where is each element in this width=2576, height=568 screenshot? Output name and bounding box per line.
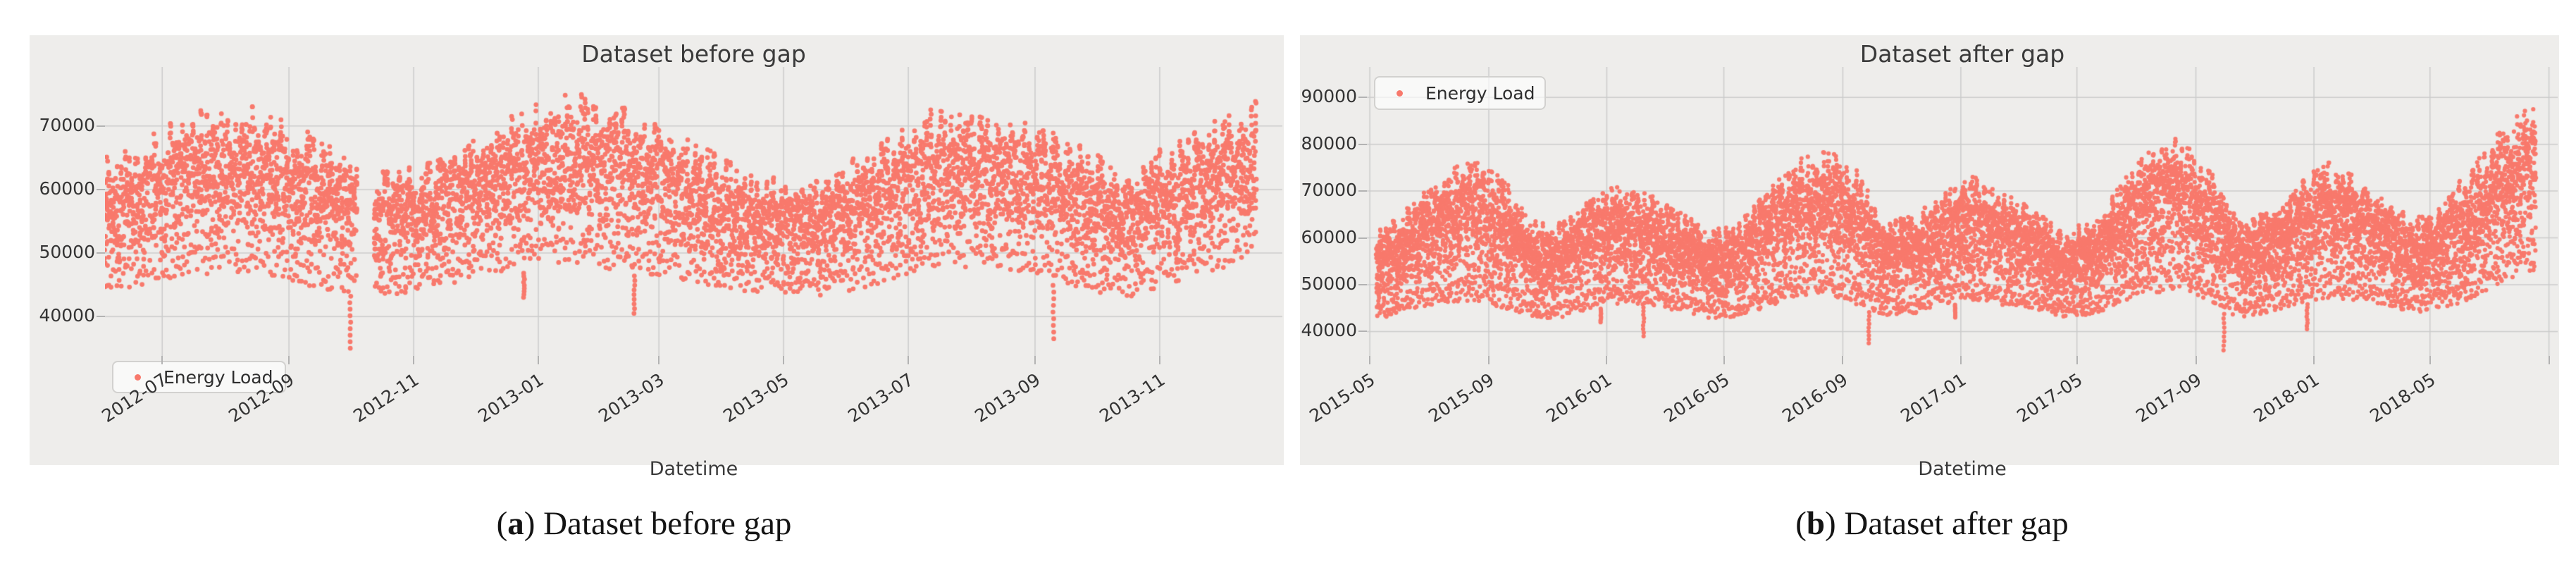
y-tick-mark	[1358, 283, 1367, 285]
x-tick-label: 2013-01	[474, 369, 547, 427]
legend-label: Energy Load	[1425, 82, 1535, 104]
y-tick-label: 80000	[1301, 132, 1357, 154]
legend-before-gap: Energy Load	[112, 361, 286, 393]
x-tick-label: 2018-05	[2366, 369, 2439, 427]
y-tick-mark	[1358, 190, 1367, 192]
y-tick-mark	[97, 316, 105, 318]
caption-b: (b) Dataset after gap	[1288, 505, 2576, 561]
caption-text: ) Dataset after gap	[1825, 505, 2069, 542]
y-tick-mark	[1358, 237, 1367, 239]
x-tick-mark	[908, 356, 910, 364]
chart-title-after-gap: Dataset after gap	[1859, 40, 2065, 68]
y-tick-label: 60000	[39, 178, 95, 199]
x-tick-mark	[1842, 356, 1844, 364]
caption-a: (a) Dataset before gap	[0, 505, 1288, 561]
x-tick-mark	[2429, 356, 2431, 364]
chart-title-before-gap: Dataset before gap	[581, 40, 806, 68]
x-tick-mark	[1723, 356, 1725, 364]
y-tick-mark	[1358, 331, 1367, 333]
caption-letter: a	[507, 505, 524, 542]
y-tick-mark	[1358, 97, 1367, 99]
x-tick-mark	[783, 356, 785, 364]
x-tick-mark	[2076, 356, 2078, 364]
x-tick-label: 2017-09	[2131, 369, 2205, 427]
x-tick-label: 2016-01	[1542, 369, 1616, 427]
x-axis-label-before-gap: Datetime	[649, 458, 738, 480]
y-tick-mark	[97, 252, 105, 254]
x-tick-label: 2013-11	[1096, 369, 1169, 427]
x-tick-label: 2013-09	[971, 369, 1044, 427]
x-tick-label: 2016-05	[1659, 369, 1733, 427]
x-tick-label: 2013-07	[844, 369, 917, 427]
x-tick-mark	[658, 356, 660, 364]
y-tick-mark	[97, 125, 105, 127]
chart-panel-before-gap: Dataset before gap Energy Load Datetime …	[30, 35, 1284, 480]
x-tick-label: 2015-09	[1425, 369, 1498, 427]
y-tick-label: 50000	[1301, 273, 1357, 294]
x-tick-label: 2012-11	[349, 369, 423, 427]
x-tick-mark	[161, 356, 163, 364]
x-tick-mark	[1606, 356, 1608, 364]
scatter-plot-after-gap	[1367, 67, 2558, 356]
x-tick-mark	[1487, 356, 1490, 364]
y-tick-label: 40000	[39, 305, 95, 326]
caption-paren: (	[496, 505, 508, 542]
x-tick-label: 2015-05	[1306, 369, 1379, 427]
x-tick-mark	[1034, 356, 1036, 364]
y-tick-mark	[1358, 143, 1367, 145]
chart-panel-after-gap: Dataset after gap Energy Load Datetime 4…	[1300, 35, 2559, 480]
caption-letter: b	[1806, 505, 1825, 542]
y-tick-label: 50000	[39, 242, 95, 263]
caption-text: ) Dataset before gap	[524, 505, 792, 542]
y-tick-label: 70000	[39, 114, 95, 135]
x-tick-label: 2013-03	[595, 369, 668, 427]
x-axis-label-after-gap: Datetime	[1918, 458, 2007, 480]
x-tick-mark	[538, 356, 540, 364]
x-tick-label: 2017-05	[2012, 369, 2086, 427]
legend-marker-dot	[135, 373, 141, 381]
x-tick-label: 2016-09	[1778, 369, 1852, 427]
legend-label: Energy Load	[163, 366, 273, 388]
x-tick-mark	[288, 356, 290, 364]
legend-after-gap: Energy Load	[1374, 76, 1546, 110]
x-tick-mark	[1158, 356, 1160, 364]
x-tick-label: 2013-05	[719, 369, 793, 427]
scatter-plot-before-gap	[105, 67, 1282, 356]
y-tick-label: 90000	[1301, 86, 1357, 107]
x-tick-mark	[1369, 356, 1371, 364]
x-tick-mark	[413, 356, 415, 364]
x-tick-mark	[1959, 356, 1962, 364]
y-tick-mark	[97, 188, 105, 190]
legend-marker-dot	[1397, 89, 1403, 97]
y-tick-label: 70000	[1301, 180, 1357, 201]
x-tick-mark	[2548, 356, 2550, 364]
y-tick-label: 40000	[1301, 320, 1357, 341]
y-tick-label: 60000	[1301, 226, 1357, 247]
x-tick-label: 2018-01	[2250, 369, 2323, 427]
x-tick-mark	[2313, 356, 2315, 364]
x-tick-label: 2017-01	[1897, 369, 1970, 427]
x-tick-mark	[2195, 356, 2197, 364]
caption-paren: (	[1795, 505, 1807, 542]
